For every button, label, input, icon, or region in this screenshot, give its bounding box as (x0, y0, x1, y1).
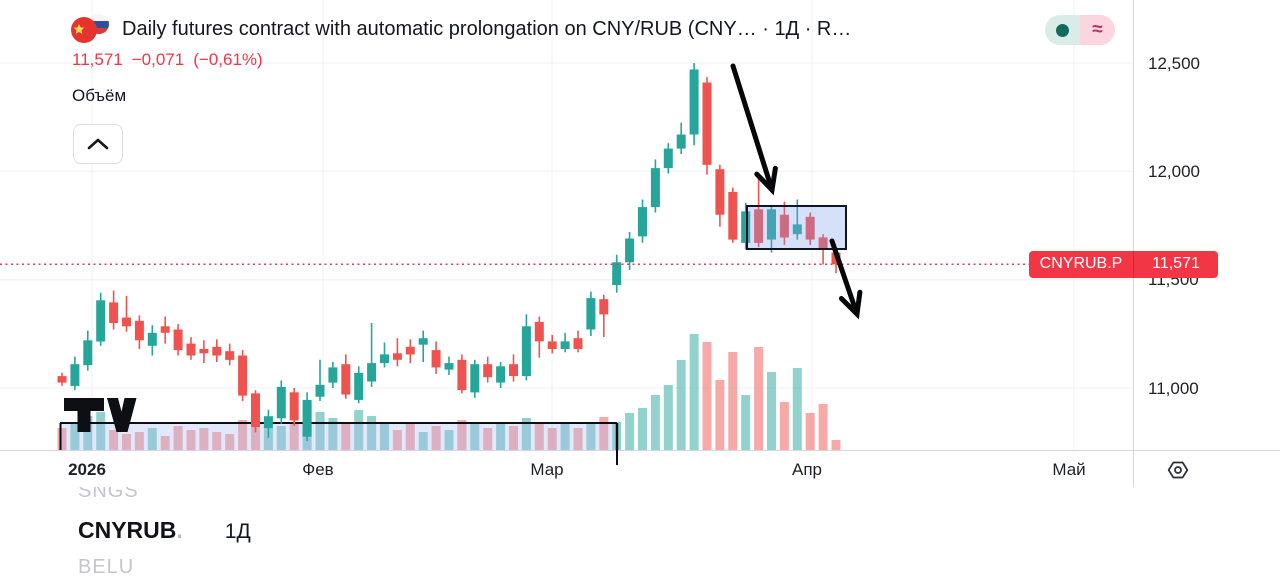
price-axis-label: 12,500 (1148, 53, 1200, 73)
chart-canvas[interactable] (0, 0, 1133, 450)
collapse-pane-button[interactable] (73, 124, 123, 164)
last-price-tag: CNYRUB.P 11,571 (1029, 250, 1218, 278)
price-axis-label: 11,000 (1148, 378, 1199, 398)
symbol-selector[interactable]: CNYRUB. 1Д (78, 517, 251, 544)
pane-settings-button[interactable] (1164, 456, 1192, 484)
time-axis-label: 2026 (68, 460, 106, 479)
symbol-dot: . (176, 517, 183, 543)
volume-range-end-tick (616, 450, 618, 465)
time-axis-label: Фев (302, 460, 334, 479)
axis-separator (1133, 451, 1134, 488)
price-tag-symbol: CNYRUB.P (1039, 255, 1123, 273)
watchlist-item-next[interactable]: BELU (78, 556, 135, 576)
down-arrow-drawing-1[interactable] (730, 63, 778, 196)
legend-price-row: 11,571 −0,071 (−0,61%) (72, 50, 263, 70)
time-axis-label: Мар (530, 460, 564, 479)
chart-title: Daily futures contract with automatic pr… (122, 17, 852, 40)
price-change: −0,071 (131, 50, 185, 69)
tradingview-watermark-logo (64, 398, 137, 432)
time-axis[interactable]: 2026 Фев Мар Апр Май (0, 450, 1280, 489)
hexagon-eye-icon (1167, 461, 1189, 479)
symbol-legend[interactable]: Daily futures contract with automatic pr… (70, 13, 851, 45)
volume-indicator-label[interactable]: Объём (72, 86, 127, 105)
price-change-percent: (−0,61%) (193, 50, 263, 69)
last-price: 11,571 (72, 50, 123, 69)
watchlist-item-prev[interactable]: SNGS (78, 487, 139, 502)
status-open-indicator (1045, 15, 1080, 45)
russia-flag (89, 14, 109, 34)
chevron-up-icon (87, 138, 109, 150)
china-flag (71, 17, 97, 43)
green-dot-icon (1056, 23, 1069, 37)
price-axis-label: 12,000 (1148, 161, 1200, 181)
down-arrow-drawing-2[interactable] (829, 238, 863, 320)
cny-rub-flags-icon (71, 14, 109, 43)
approx-price-indicator: ≈ (1080, 15, 1115, 45)
current-symbol: CNYRUB (78, 517, 177, 543)
market-status-toggle[interactable]: ≈ (1045, 15, 1115, 45)
time-axis-label: Май (1052, 460, 1086, 479)
bottom-toolbar-panel: SNGS CNYRUB. 1Д BELU (0, 487, 1280, 576)
time-axis-label: Апр (792, 460, 822, 479)
grid-lines (0, 0, 1133, 450)
volume-range-drawing[interactable] (59, 422, 619, 450)
interval-selector[interactable]: 1Д (224, 520, 251, 543)
price-tag-value: 11,571 (1133, 250, 1218, 278)
price-axis[interactable]: 12,500 12,000 11,500 11,000 (1133, 0, 1280, 450)
volume-bars (57, 334, 841, 450)
consolidation-rectangle-drawing[interactable] (746, 205, 847, 250)
